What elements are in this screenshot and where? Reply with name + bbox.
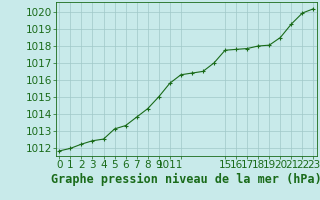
X-axis label: Graphe pression niveau de la mer (hPa): Graphe pression niveau de la mer (hPa) — [51, 173, 320, 186]
